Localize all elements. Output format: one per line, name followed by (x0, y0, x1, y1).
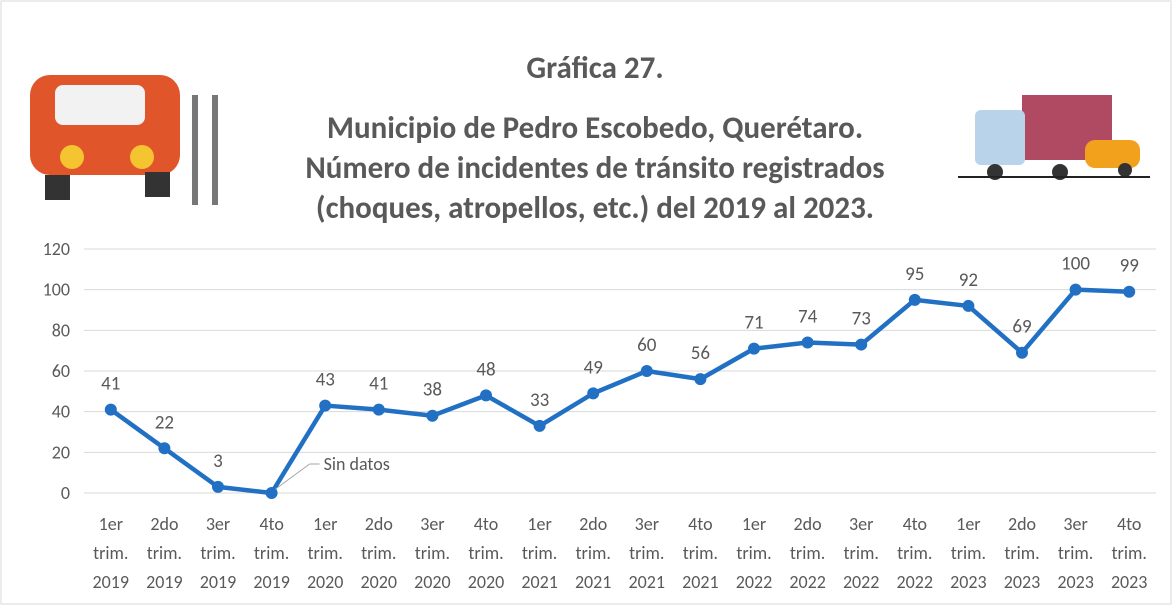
data-point (372, 403, 385, 416)
data-label: 73 (852, 308, 871, 331)
data-point (1016, 346, 1028, 359)
y-tick-label: 60 (52, 360, 70, 382)
data-label: 56 (691, 342, 710, 365)
data-label: 95 (905, 263, 924, 286)
data-label: 22 (155, 411, 174, 434)
data-label: 74 (798, 306, 818, 329)
data-label: 49 (584, 356, 603, 379)
data-point (962, 299, 975, 312)
data-label: 71 (744, 312, 763, 335)
x-tick-label: 1er trim. 2021 (521, 513, 558, 593)
data-point (426, 409, 439, 422)
x-tick-label: 4to trim. 2021 (682, 513, 719, 593)
y-tick-label: 20 (52, 441, 70, 463)
data-label: 33 (530, 389, 549, 412)
annotation-leader (275, 463, 310, 490)
data-label: 3 (213, 450, 223, 473)
chart-subtitle: Número de incidentes de tránsito registr… (305, 149, 884, 187)
x-tick-label: 1er trim. 2019 (93, 513, 130, 593)
x-tick-label: 1er trim. 2022 (736, 513, 773, 593)
data-point (1069, 283, 1082, 296)
data-label: 92 (959, 269, 978, 292)
data-point (265, 487, 278, 499)
data-point (748, 342, 760, 355)
y-tick-label: 0 (61, 482, 70, 504)
data-label: 48 (476, 358, 495, 381)
data-label: 69 (1012, 316, 1031, 339)
data-point (908, 293, 921, 306)
data-point (855, 338, 868, 351)
x-tick-label: 4to trim. 2020 (468, 513, 505, 593)
data-label: 38 (423, 379, 442, 402)
chart-subtitle: (choques, atropellos, etc.) del 2019 al … (316, 189, 874, 227)
x-tick-label: 1er trim. 2020 (307, 513, 344, 593)
data-label: 100 (1061, 253, 1090, 276)
data-point (694, 373, 707, 386)
x-tick-label: 3er trim. 2020 (414, 513, 451, 593)
data-label: 41 (369, 373, 388, 396)
data-point (801, 336, 814, 349)
data-point (1123, 285, 1136, 298)
crash-illustration (30, 75, 218, 205)
data-line (109, 287, 1130, 496)
x-tick-label: 4to trim. 2019 (253, 513, 290, 593)
data-point (158, 442, 171, 455)
x-tick-label: 2do trim. 2022 (789, 513, 826, 593)
x-tick-label: 3er trim. 2022 (843, 513, 880, 593)
data-point (212, 480, 224, 493)
chart-subtitle: Municipio de Pedro Escobedo, Querétaro. (327, 109, 863, 147)
chart-title: Gráfica 27. (526, 49, 663, 87)
data-point (640, 365, 653, 377)
data-point (480, 389, 492, 402)
x-tick-label: 3er trim. 2019 (200, 513, 237, 593)
x-tick-label: 1er trim. 2023 (950, 513, 987, 593)
truck-illustration (958, 95, 1150, 180)
data-point (104, 403, 117, 416)
x-tick-label: 2do trim. 2021 (575, 513, 612, 593)
annotation: Sin datos (324, 453, 390, 475)
data-label: 41 (101, 373, 120, 396)
x-tick-label: 3er trim. 2021 (629, 513, 666, 593)
data-label: 43 (316, 369, 335, 392)
data-point (319, 399, 332, 412)
x-tick-label: 2do trim. 2019 (146, 513, 183, 593)
y-tick-label: 120 (43, 238, 70, 260)
x-tick-label: 4to trim. 2022 (897, 513, 934, 593)
data-label: 99 (1120, 255, 1139, 278)
y-tick-label: 100 (43, 279, 70, 301)
x-tick-label: 2do trim. 2023 (1004, 513, 1041, 593)
x-tick-label: 2do trim. 2020 (361, 513, 398, 593)
y-tick-label: 80 (52, 319, 70, 341)
x-tick-label: 3er trim. 2023 (1057, 513, 1094, 593)
data-point (533, 419, 546, 432)
x-tick-label: 4to trim. 2023 (1111, 513, 1148, 593)
data-point (587, 387, 600, 400)
data-label: 60 (637, 334, 657, 357)
y-tick-label: 40 (52, 401, 70, 423)
